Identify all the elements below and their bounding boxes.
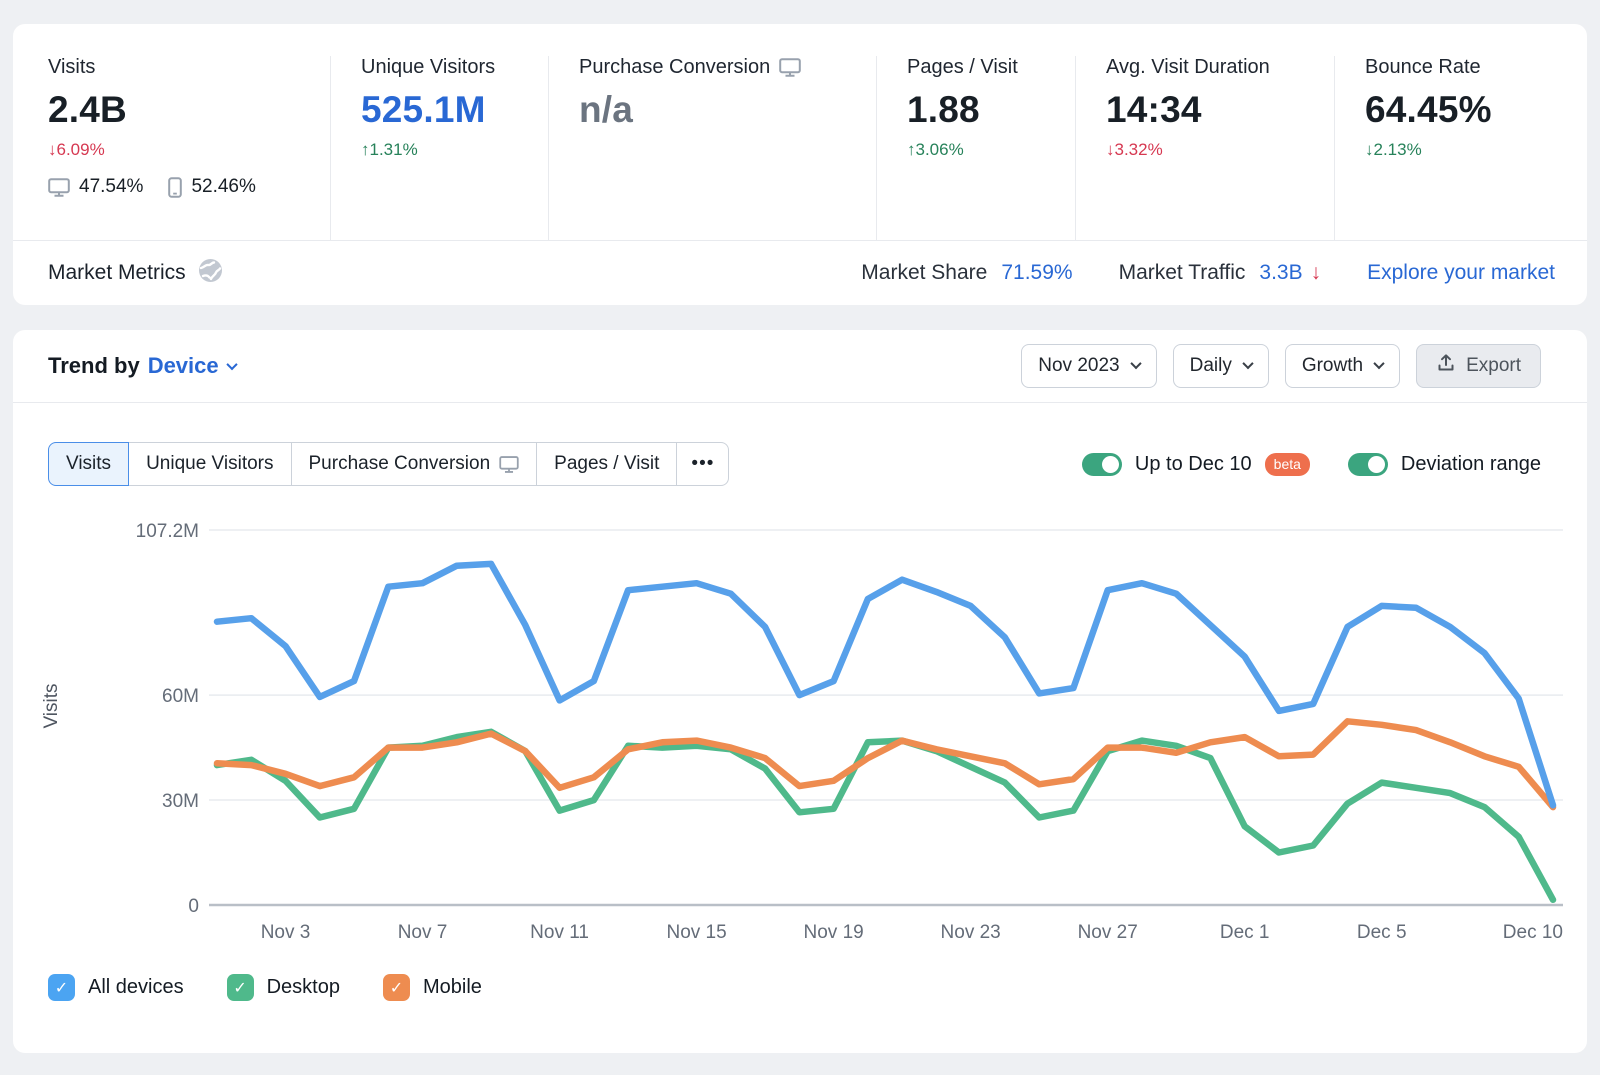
export-button[interactable]: Export — [1416, 344, 1541, 388]
x-tick-label: Nov 3 — [261, 922, 311, 943]
checkbox-mobile[interactable]: ✓ — [382, 974, 410, 1001]
metric-bounce-rate: Bounce Rate 64.45% ↓2.13% — [1334, 56, 1587, 240]
metric-unique-visitors: Unique Visitors 525.1M ↑1.31% — [330, 56, 548, 240]
y-tick-label: 107.2M — [136, 521, 199, 542]
chevron-down-icon — [1373, 357, 1385, 369]
metric-visits-delta: ↓6.09% — [48, 140, 105, 159]
market-metrics-title: Market Metrics — [48, 261, 186, 284]
checkbox-all-devices[interactable]: ✓ — [48, 974, 75, 1001]
trend-dimension-selector[interactable]: Device — [148, 353, 238, 379]
more-dots-icon: ••• — [691, 453, 715, 474]
market-metrics-row: Market Metrics Market Share 71.59% Marke… — [13, 240, 1587, 305]
metric-unique-visitors-value[interactable]: 525.1M — [361, 89, 486, 130]
market-traffic: Market Traffic 3.3B ↓ — [1119, 261, 1322, 285]
trend-title-prefix: Trend by — [48, 353, 140, 378]
tab-more[interactable]: ••• — [676, 442, 730, 486]
market-traffic-value[interactable]: 3.3B — [1259, 261, 1303, 284]
device-split: 47.54% 52.46% — [48, 176, 330, 198]
x-tick-label: Nov 15 — [666, 922, 726, 943]
up-to-date-label: Up to Dec 10 — [1134, 452, 1252, 475]
deviation-range-label: Deviation range — [1400, 452, 1541, 475]
metric-bounce-rate-delta: ↓2.13% — [1365, 140, 1422, 159]
y-tick-label: 30M — [162, 791, 199, 812]
desktop-only-icon — [779, 58, 802, 77]
series-desktop[interactable] — [213, 728, 1557, 904]
metric-pages-per-visit-delta: ↑3.06% — [907, 140, 964, 159]
x-tick-label: Nov 23 — [941, 922, 1001, 943]
chart-controls-row: Visits Unique Visitors Purchase Conversi… — [13, 442, 1587, 486]
beta-badge: beta — [1264, 452, 1310, 476]
y-tick-label: 60M — [162, 686, 199, 707]
market-traffic-down-arrow: ↓ — [1310, 261, 1322, 284]
metric-avg-visit-duration-label: Avg. Visit Duration — [1106, 56, 1270, 78]
x-tick-label: Dec 1 — [1220, 922, 1270, 943]
metric-purchase-conversion-value: n/a — [579, 89, 634, 130]
market-share: Market Share 71.59% — [861, 261, 1072, 285]
metric-tabs: Visits Unique Visitors Purchase Conversi… — [48, 442, 730, 486]
up-to-date-toggle-item: Up to Dec 10 beta — [1081, 452, 1310, 476]
chevron-down-icon — [1129, 357, 1142, 369]
market-traffic-label: Market Traffic — [1118, 261, 1246, 284]
x-tick-label: Nov 27 — [1078, 922, 1138, 943]
chart-legend: ✓ All devices ✓ Desktop ✓ Mobile — [13, 974, 1587, 1001]
mobile-icon — [168, 176, 183, 198]
tab-unique-visitors[interactable]: Unique Visitors — [128, 442, 292, 486]
trend-card: Trend by Device Nov 2023 Daily Growth — [13, 330, 1587, 1053]
market-share-label: Market Share — [861, 261, 988, 284]
market-share-value[interactable]: 71.59% — [1001, 261, 1073, 284]
trend-chart: 0 30M 60M 107.2M Nov 3 Nov 7 Nov 11 Nov 15 Nov 1… — [41, 521, 1563, 943]
metric-purchase-conversion: Purchase Conversion n/a — [548, 56, 876, 240]
granularity-dropdown[interactable]: Daily — [1172, 344, 1269, 388]
x-tick-label: Nov 11 — [530, 922, 589, 943]
metrics-row: Visits 2.4B ↓6.09% 47.54% 52.46% Unique … — [13, 24, 1587, 240]
metric-visits-label: Visits — [48, 56, 96, 78]
metric-avg-visit-duration: Avg. Visit Duration 14:34 ↓3.32% — [1075, 56, 1334, 240]
export-icon — [1436, 353, 1456, 379]
metric-unique-visitors-delta: ↑1.31% — [361, 140, 418, 159]
mobile-share: 52.46% — [191, 176, 256, 197]
explore-market-link[interactable]: Explore your market — [1367, 261, 1555, 284]
chevron-down-icon — [225, 358, 238, 371]
metric-visits-value: 2.4B — [48, 89, 127, 130]
metric-avg-visit-duration-value: 14:34 — [1106, 89, 1202, 130]
y-axis-title: Visits — [41, 683, 62, 728]
tab-purchase-conversion[interactable]: Purchase Conversion — [290, 442, 538, 486]
metric-purchase-conversion-label: Purchase Conversion — [579, 56, 771, 78]
period-dropdown[interactable]: Nov 2023 — [1021, 344, 1157, 388]
mode-dropdown[interactable]: Growth — [1284, 344, 1401, 388]
desktop-only-icon — [499, 455, 519, 473]
legend-desktop[interactable]: ✓ Desktop — [226, 974, 340, 1001]
globe-icon — [197, 257, 224, 290]
chevron-down-icon — [1242, 357, 1254, 369]
metric-bounce-rate-label: Bounce Rate — [1365, 56, 1481, 78]
metric-unique-visitors-label: Unique Visitors — [361, 56, 496, 78]
metric-visits: Visits 2.4B ↓6.09% 47.54% 52.46% — [13, 56, 330, 240]
metric-pages-per-visit: Pages / Visit 1.88 ↑3.06% — [876, 56, 1075, 240]
deviation-range-toggle-item: Deviation range — [1347, 452, 1541, 476]
trend-header: Trend by Device Nov 2023 Daily Growth — [13, 330, 1587, 403]
up-to-date-toggle[interactable] — [1081, 452, 1122, 476]
legend-all-devices[interactable]: ✓ All devices — [48, 974, 184, 1001]
metric-bounce-rate-value: 64.45% — [1365, 89, 1492, 130]
metric-pages-per-visit-label: Pages / Visit — [907, 56, 1018, 78]
checkbox-desktop[interactable]: ✓ — [226, 974, 254, 1001]
legend-mobile[interactable]: ✓ Mobile — [382, 974, 482, 1001]
series-all-devices[interactable] — [213, 560, 1557, 809]
tab-pages-per-visit[interactable]: Pages / Visit — [536, 442, 678, 486]
x-tick-label: Nov 7 — [398, 922, 448, 943]
series-mobile[interactable] — [213, 718, 1557, 811]
metric-avg-visit-duration-delta: ↓3.32% — [1106, 140, 1163, 159]
desktop-icon — [48, 177, 70, 197]
tab-visits[interactable]: Visits — [48, 442, 130, 486]
x-tick-label: Nov 19 — [804, 922, 864, 943]
x-tick-label: Dec 5 — [1357, 922, 1407, 943]
desktop-share: 47.54% — [79, 176, 144, 197]
deviation-range-toggle[interactable] — [1347, 452, 1388, 476]
y-tick-label: 0 — [188, 896, 199, 917]
traffic-summary-card: Visits 2.4B ↓6.09% 47.54% 52.46% Unique … — [13, 24, 1587, 305]
x-tick-label: Dec 10 — [1503, 922, 1563, 943]
metric-pages-per-visit-value: 1.88 — [907, 89, 980, 130]
